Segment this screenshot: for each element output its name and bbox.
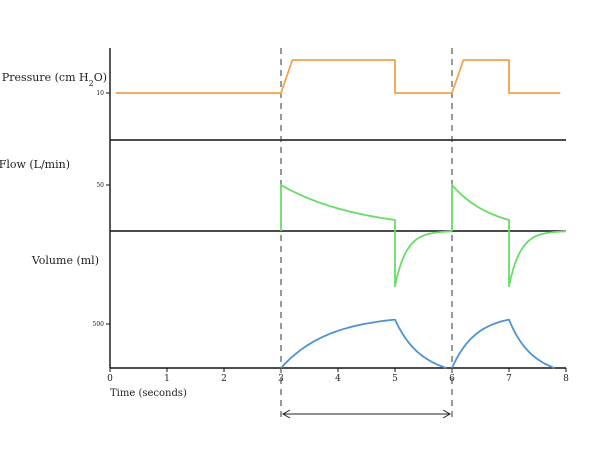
x-tick-label-2: 2: [221, 374, 227, 384]
x-tick-label-1: 1: [164, 374, 170, 384]
volume-series-breath-1: [280, 318, 447, 369]
volume-ytick-label: 500: [93, 321, 105, 328]
x-axis-title: Time (seconds): [110, 388, 187, 399]
pressure-label: Pressure (cm H2O): [2, 71, 107, 88]
x-tick-label-7: 7: [506, 374, 512, 384]
x-tick-label-8: 8: [563, 374, 569, 384]
pressure-series-line: [115, 59, 561, 94]
x-tick-label-5: 5: [392, 374, 398, 384]
volume-series-breath-2: [451, 318, 555, 369]
flow-series-breath-1: [280, 184, 453, 288]
volume-label: Volume (ml): [31, 254, 99, 267]
x-tick-label-0: 0: [107, 374, 113, 384]
breath-interval-arrow-right-head: [442, 409, 452, 419]
flow-ytick-label: 50: [96, 182, 104, 189]
flow-series-breath-2: [451, 184, 567, 288]
breath-interval-arrow-left-head: [281, 409, 291, 419]
pressure-ytick-label: 10: [96, 90, 104, 97]
x-tick-label-4: 4: [335, 374, 341, 384]
flow-label: Flow (L/min): [0, 158, 70, 171]
